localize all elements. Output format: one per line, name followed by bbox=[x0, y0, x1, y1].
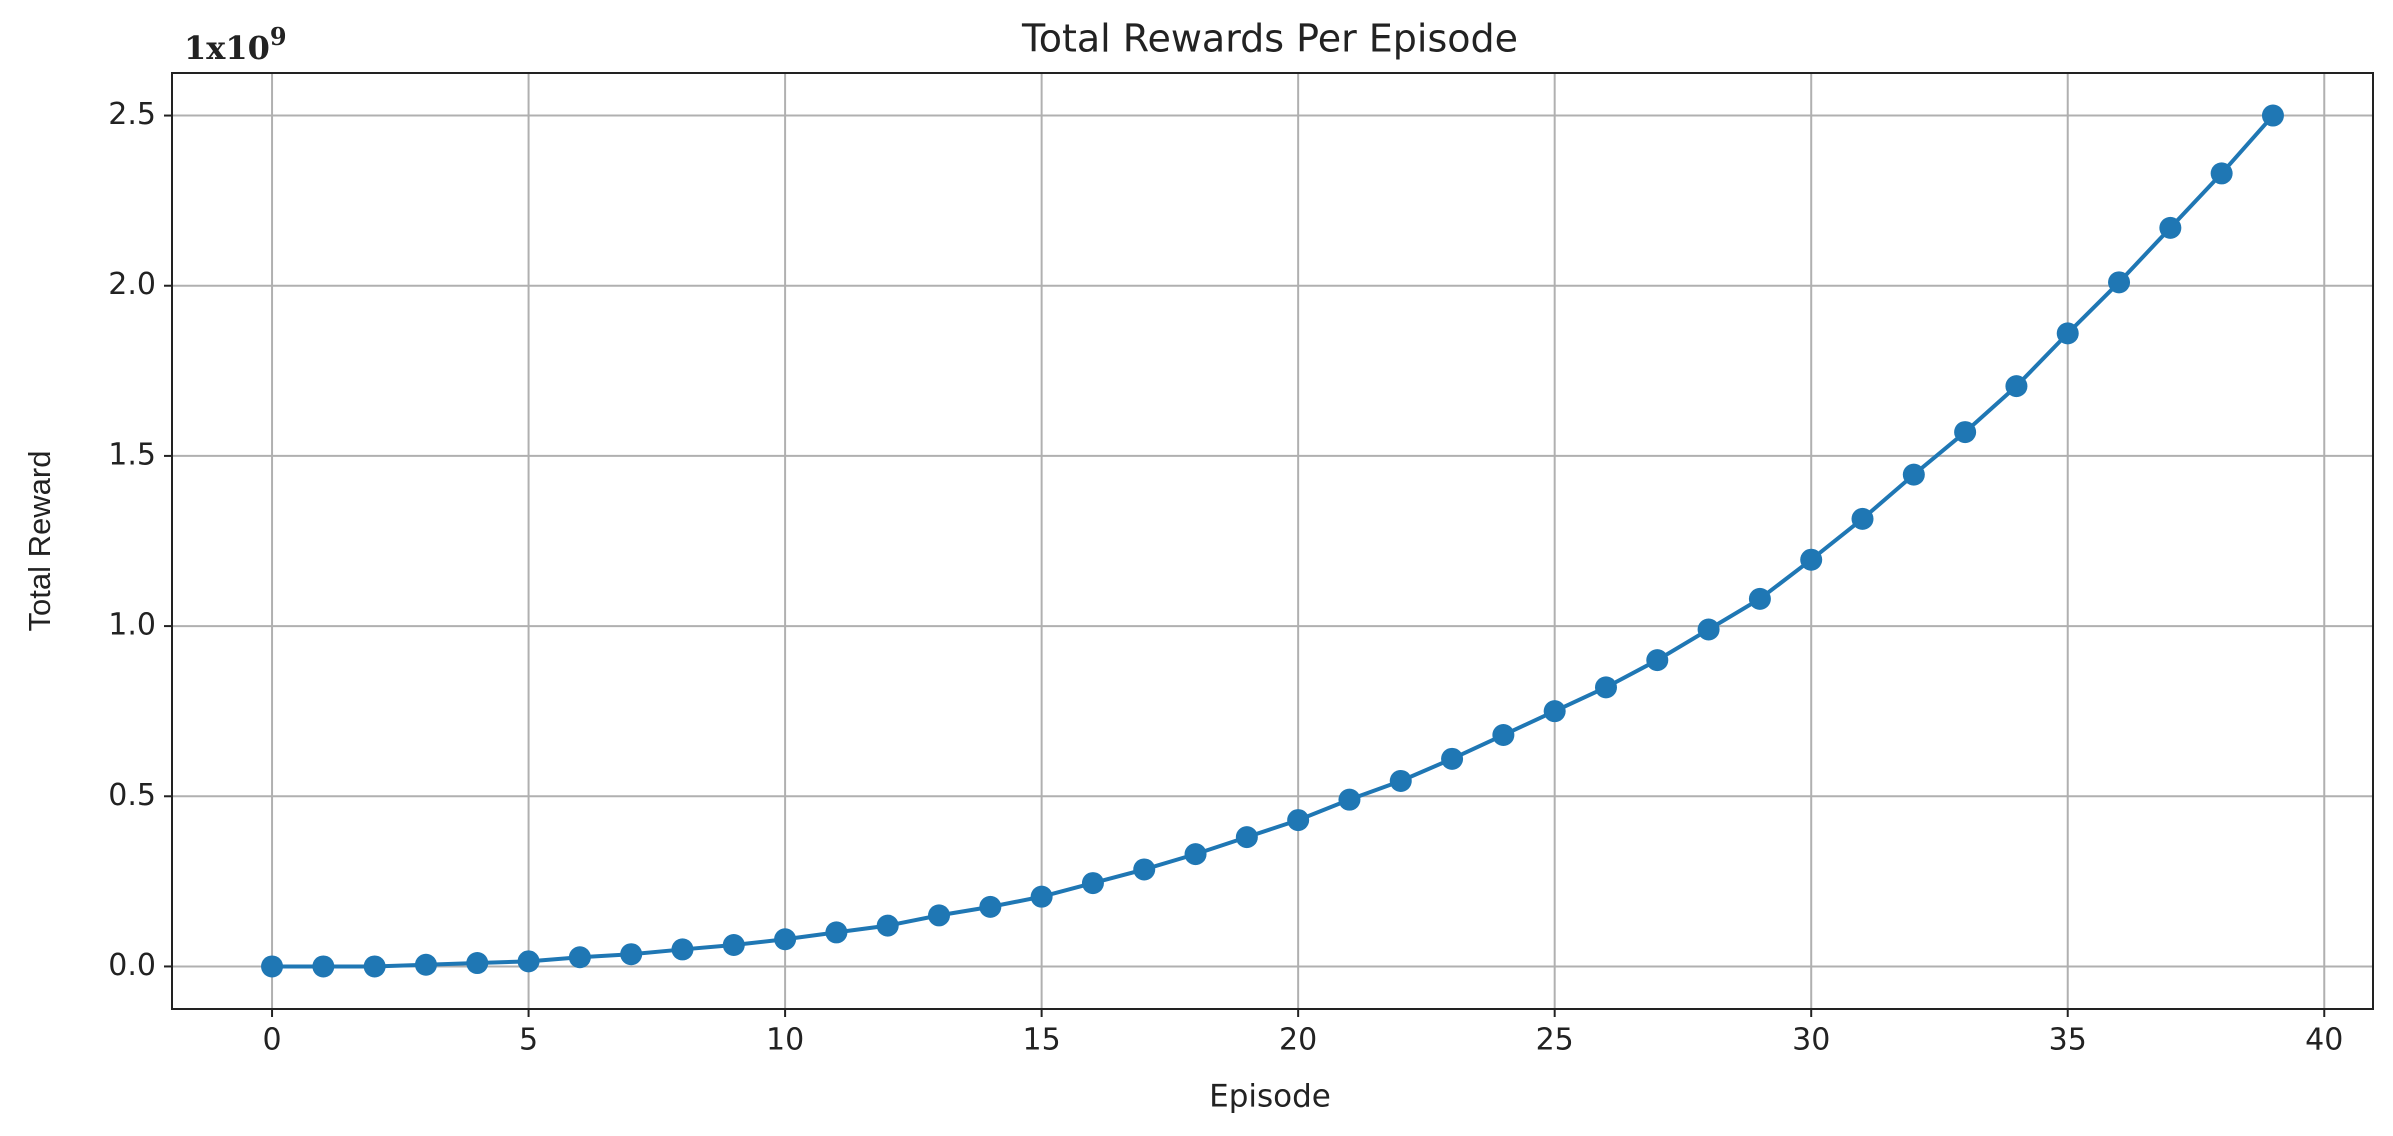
chart-title: Total Rewards Per Episode bbox=[1021, 17, 1518, 61]
x-tick-label: 35 bbox=[2049, 1023, 2087, 1058]
data-point bbox=[1851, 507, 1874, 530]
data-point bbox=[1646, 649, 1669, 672]
data-point bbox=[1030, 885, 1053, 908]
data-point bbox=[1389, 769, 1412, 792]
data-point bbox=[2005, 375, 2028, 398]
y-tick-label: 2.5 bbox=[108, 97, 156, 132]
data-point bbox=[774, 928, 797, 951]
y-tick-label: 0.0 bbox=[108, 948, 156, 983]
data-point bbox=[1902, 463, 1925, 486]
data-point bbox=[1748, 587, 1771, 610]
data-point bbox=[2261, 104, 2284, 127]
data-point bbox=[1697, 618, 1720, 641]
data-point bbox=[1338, 788, 1361, 811]
data-point bbox=[1184, 843, 1207, 866]
data-point bbox=[261, 955, 284, 978]
data-point bbox=[876, 914, 899, 937]
data-point bbox=[1954, 421, 1977, 444]
y-tick-label: 2.0 bbox=[108, 267, 156, 302]
data-point bbox=[979, 895, 1002, 918]
offset-exponent: 9 bbox=[270, 22, 287, 51]
data-point bbox=[1543, 700, 1566, 723]
y-axis-label: Total Reward bbox=[22, 451, 57, 632]
data-point bbox=[1492, 724, 1515, 747]
offset-base: 1x10 bbox=[184, 29, 270, 67]
data-point bbox=[466, 952, 489, 975]
data-point bbox=[1081, 872, 1104, 895]
data-point bbox=[2159, 216, 2182, 239]
y-tick-label: 1.0 bbox=[108, 608, 156, 643]
data-point bbox=[1800, 548, 1823, 571]
data-point bbox=[2108, 271, 2131, 294]
data-point bbox=[1133, 858, 1156, 881]
y-tick-label: 0.5 bbox=[108, 778, 156, 813]
y-tick-label: 1.5 bbox=[108, 437, 156, 472]
x-tick-label: 25 bbox=[1536, 1023, 1574, 1058]
data-point bbox=[928, 904, 951, 927]
x-tick-label: 30 bbox=[1792, 1023, 1830, 1058]
offset-text: 1x109 bbox=[184, 22, 287, 67]
data-point bbox=[2056, 322, 2079, 345]
data-point bbox=[414, 953, 437, 976]
plot-frame bbox=[171, 72, 2374, 1010]
x-tick-label: 10 bbox=[766, 1023, 804, 1058]
data-point bbox=[671, 938, 694, 961]
data-point bbox=[312, 955, 335, 978]
data-point bbox=[825, 921, 848, 944]
series-line bbox=[272, 114, 2275, 969]
x-tick-label: 5 bbox=[519, 1023, 538, 1058]
data-point bbox=[1287, 809, 1310, 832]
data-point bbox=[517, 950, 540, 973]
data-point bbox=[2210, 162, 2233, 185]
x-tick-label: 15 bbox=[1023, 1023, 1061, 1058]
x-tick-label: 0 bbox=[262, 1023, 281, 1058]
data-point bbox=[363, 955, 386, 978]
x-tick-label: 40 bbox=[2305, 1023, 2343, 1058]
data-point bbox=[1594, 676, 1617, 699]
data-point bbox=[722, 934, 745, 957]
x-axis-label: Episode bbox=[1209, 1079, 1331, 1115]
data-point bbox=[1441, 747, 1464, 770]
data-point bbox=[1235, 826, 1258, 849]
data-point bbox=[568, 946, 591, 969]
x-tick-label: 20 bbox=[1279, 1023, 1317, 1058]
data-point bbox=[620, 943, 643, 966]
